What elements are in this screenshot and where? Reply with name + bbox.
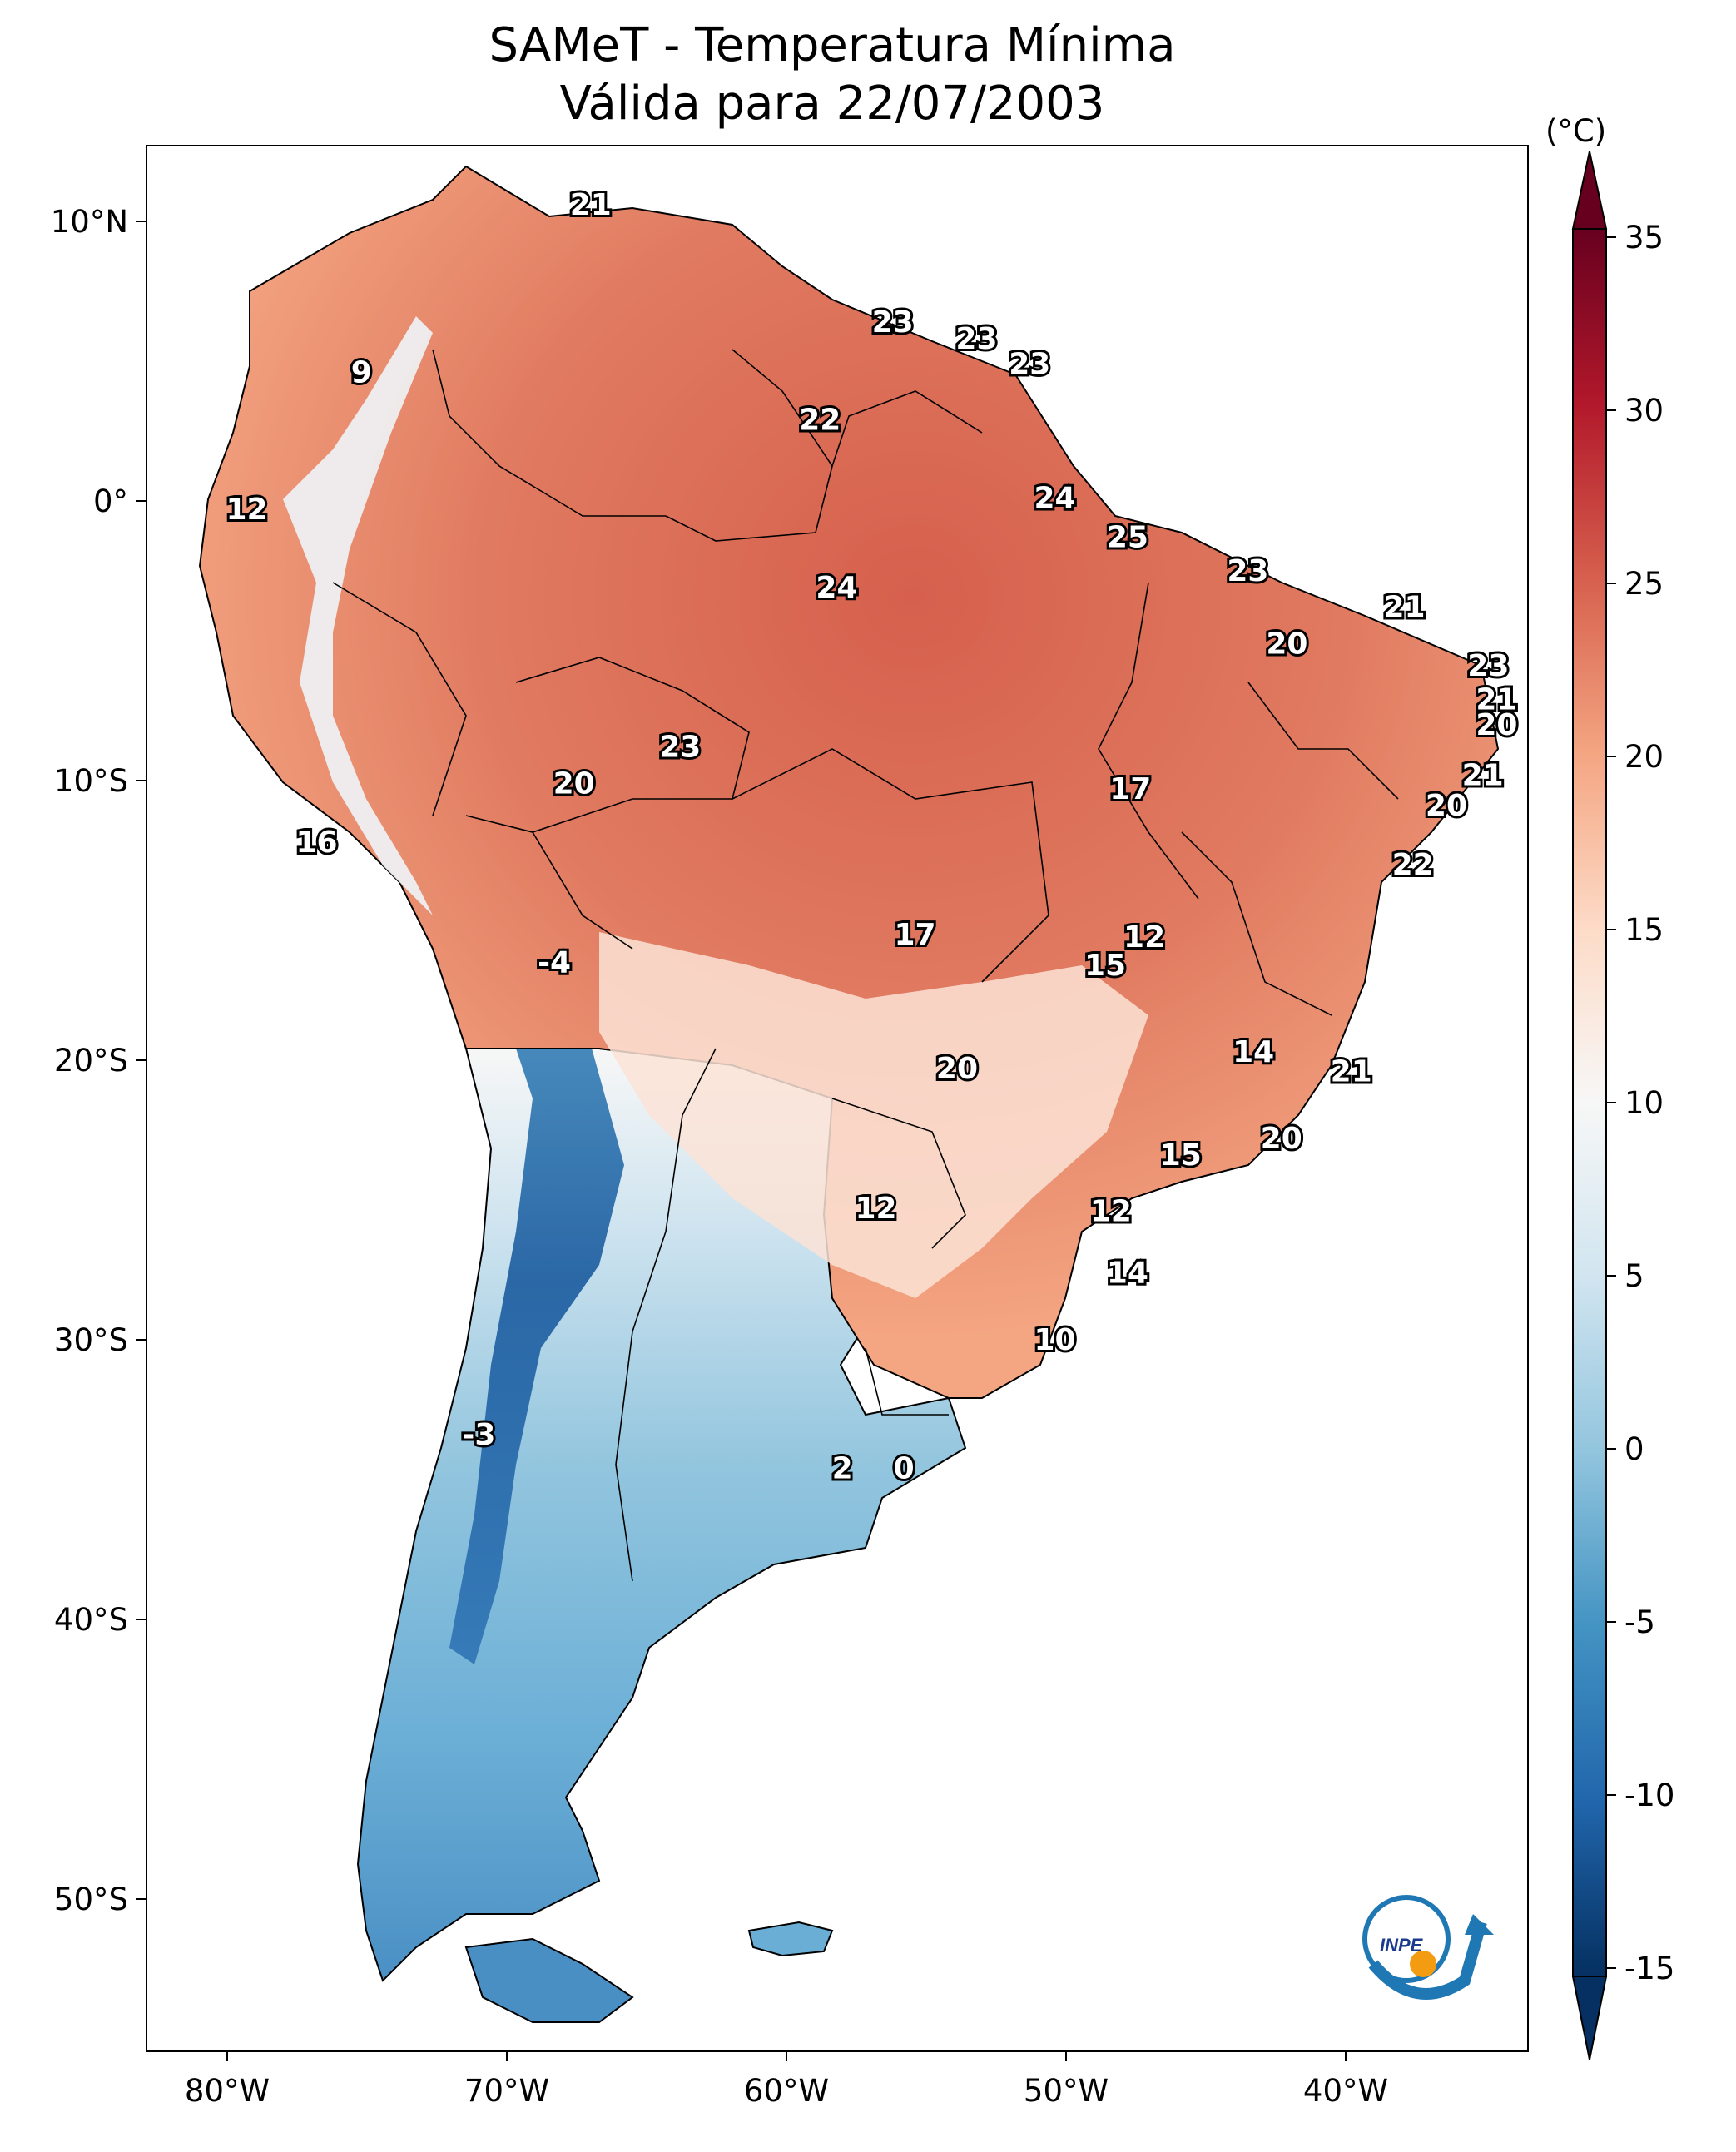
south-america-landmass bbox=[198, 165, 1500, 2023]
land-tierra-del-fuego bbox=[464, 1937, 634, 2023]
y-tick-label: 40°S bbox=[54, 1602, 128, 1638]
x-tick-label: 50°W bbox=[1024, 2073, 1109, 2109]
x-axis: 80°W 70°W 60°W 50°W 40°W bbox=[185, 2051, 1388, 2109]
title-line-1: SAMeT - Temperatura Mínima bbox=[489, 18, 1176, 72]
temperature-label: 12 bbox=[855, 1192, 896, 1226]
colorbar: (°C) 35 30 25 20 15 10 5 0 -5 -10 -15 bbox=[1545, 113, 1674, 2060]
y-tick-label: 50°S bbox=[54, 1882, 128, 1917]
transition-zone bbox=[599, 932, 1148, 1298]
y-tick-label: 20°S bbox=[54, 1043, 128, 1078]
country-borders bbox=[332, 349, 1399, 1582]
colorbar-tick-label: 0 bbox=[1624, 1431, 1644, 1467]
temperature-label: 12 bbox=[1090, 1194, 1132, 1228]
x-tick-label: 60°W bbox=[744, 2073, 829, 2109]
temperature-label: 15 bbox=[1084, 949, 1126, 983]
colorbar-tick-label: -5 bbox=[1624, 1604, 1655, 1640]
colorbar-unit: (°C) bbox=[1545, 113, 1606, 149]
temperature-label: 25 bbox=[1107, 521, 1148, 555]
temperature-label: 14 bbox=[1233, 1035, 1274, 1069]
colorbar-top-extend bbox=[1571, 151, 1608, 230]
temperature-label: 17 bbox=[1109, 772, 1151, 806]
colorbar-tick-label: 10 bbox=[1624, 1085, 1664, 1121]
temperature-label: 21 bbox=[570, 188, 612, 222]
colorbar-tick-label: 30 bbox=[1624, 393, 1664, 429]
colorbar-bottom-extend bbox=[1571, 1976, 1608, 2060]
colorbar-tick-label: 35 bbox=[1624, 220, 1664, 255]
temperature-label: 23 bbox=[872, 305, 914, 340]
temperature-label: 12 bbox=[226, 493, 267, 527]
temperature-label: 12 bbox=[1123, 920, 1165, 955]
temperature-label: 24 bbox=[1034, 482, 1076, 516]
temperature-label: 14 bbox=[1107, 1256, 1148, 1290]
temperature-label: 23 bbox=[1009, 347, 1050, 381]
colorbar-tick-label: -15 bbox=[1624, 1951, 1674, 1986]
temperature-label: 23 bbox=[1227, 554, 1268, 588]
andes-north-strip bbox=[283, 316, 433, 915]
x-tick-label: 70°W bbox=[464, 2073, 549, 2109]
temperature-label: -3 bbox=[462, 1418, 495, 1452]
y-tick-label: 0° bbox=[93, 483, 128, 519]
temperature-label: 20 bbox=[1266, 627, 1307, 661]
map-title: SAMeT - Temperatura Mínima Válida para 2… bbox=[0, 17, 1664, 133]
y-axis: 10°N 0° 10°S 20°S 30°S 40°S 50°S bbox=[51, 204, 146, 1917]
colorbar-tick-label: 15 bbox=[1624, 912, 1664, 948]
y-tick-label: 10°N bbox=[51, 204, 128, 240]
temperature-label: 9 bbox=[351, 355, 372, 389]
andes-cold-band bbox=[449, 899, 624, 1664]
temperature-label: 23 bbox=[955, 322, 997, 356]
temperature-label: 15 bbox=[1160, 1138, 1202, 1173]
temperature-label: 20 bbox=[936, 1052, 978, 1086]
temperature-label: 0 bbox=[894, 1452, 915, 1486]
land-falklands bbox=[747, 1921, 834, 1957]
temperature-label: 2 bbox=[832, 1452, 853, 1486]
temperature-label: 10 bbox=[1034, 1323, 1076, 1357]
colorbar-body bbox=[1572, 228, 1607, 1977]
temperature-label: 23 bbox=[1467, 649, 1509, 683]
temperature-label: 21 bbox=[1384, 591, 1426, 625]
y-tick-label: 10°S bbox=[54, 763, 128, 799]
temperature-label: 22 bbox=[799, 404, 841, 438]
temperature-label: 23 bbox=[659, 731, 701, 765]
land-northern-tropics bbox=[198, 165, 1500, 1399]
colorbar-tick-label: 5 bbox=[1624, 1258, 1644, 1294]
inpe-logo: INPE bbox=[1362, 1895, 1494, 2000]
temperature-label: 20 bbox=[553, 766, 595, 801]
x-tick-label: 40°W bbox=[1303, 2073, 1388, 2109]
inpe-logo-text: INPE bbox=[1380, 1935, 1424, 1956]
temperature-label: 22 bbox=[1392, 848, 1434, 882]
temperature-label: 21 bbox=[1462, 758, 1504, 792]
colorbar-tick-label: 25 bbox=[1624, 566, 1664, 602]
temperature-label: 21 bbox=[1331, 1054, 1372, 1088]
temperature-label: 24 bbox=[816, 571, 857, 605]
temperature-label: 20 bbox=[1476, 708, 1517, 742]
title-line-2: Válida para 22/07/2003 bbox=[559, 77, 1105, 131]
temperature-label: 21 bbox=[1476, 683, 1517, 717]
colorbar-tick-label: 20 bbox=[1624, 739, 1664, 775]
temperature-label: 20 bbox=[1261, 1122, 1302, 1156]
temperature-label: 16 bbox=[295, 826, 337, 860]
temperature-label: 20 bbox=[1426, 789, 1467, 823]
y-tick-label: 30°S bbox=[54, 1322, 128, 1358]
temperature-label: 17 bbox=[895, 918, 936, 952]
temperature-label: -4 bbox=[538, 945, 571, 979]
x-tick-label: 80°W bbox=[185, 2073, 270, 2109]
colorbar-tick-label: -10 bbox=[1624, 1778, 1674, 1813]
